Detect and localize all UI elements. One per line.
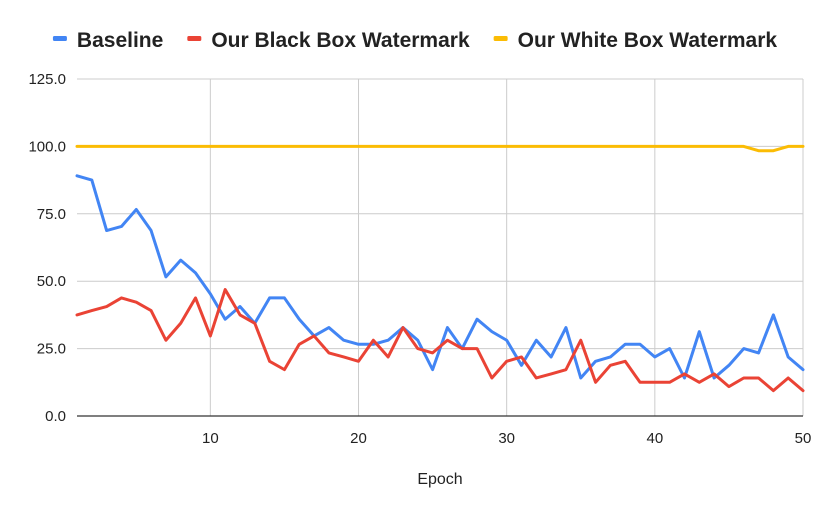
legend-swatch — [187, 36, 202, 41]
x-tick-label: 40 — [646, 430, 663, 447]
x-tick-label: 30 — [498, 430, 515, 447]
y-tick-label: 125.0 — [28, 71, 66, 88]
series-line-our-white-box-watermark — [75, 144, 805, 153]
axes: 0.0 25.0 50.0 75.0 100.0 125.0 10 20 30 40 50 — [28, 71, 811, 447]
y-tick-label: 75.0 — [37, 206, 66, 223]
x-tick-label: 20 — [350, 430, 367, 447]
y-tick-label: 0.0 — [45, 408, 66, 425]
y-tick-label: 100.0 — [28, 138, 66, 155]
legend-label: Baseline — [77, 29, 163, 52]
x-tick-label: 10 — [202, 430, 219, 447]
legend-swatch — [493, 36, 508, 41]
legend-label: Our White Box Watermark — [518, 29, 778, 52]
y-tick-label: 25.0 — [37, 341, 66, 358]
legend-swatch — [52, 36, 67, 41]
legend: Baseline Our Black Box Watermark Our White… — [52, 29, 778, 52]
x-axis-title: Epoch — [417, 471, 462, 488]
y-tick-label: 50.0 — [37, 273, 66, 290]
series-lines — [75, 144, 805, 393]
legend-label: Our Black Box Watermark — [211, 29, 470, 52]
series-line-our-black-box-watermark — [75, 288, 805, 393]
x-tick-label: 50 — [795, 430, 812, 447]
gridlines — [77, 78, 804, 416]
series-line-baseline — [75, 174, 805, 380]
